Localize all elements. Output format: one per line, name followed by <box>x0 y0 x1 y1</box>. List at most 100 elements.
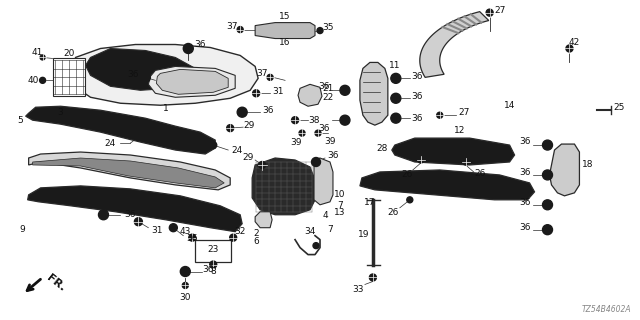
Polygon shape <box>29 152 230 190</box>
Text: TZ54B4602A: TZ54B4602A <box>582 305 631 314</box>
Circle shape <box>253 90 260 97</box>
Text: 24: 24 <box>232 146 243 155</box>
Text: 12: 12 <box>454 126 465 135</box>
Circle shape <box>543 170 552 180</box>
Text: 18: 18 <box>582 160 593 170</box>
Text: 36: 36 <box>411 72 422 81</box>
Circle shape <box>340 85 350 95</box>
Text: 16: 16 <box>279 38 291 47</box>
Polygon shape <box>26 106 215 154</box>
Circle shape <box>210 261 217 268</box>
Circle shape <box>135 134 142 140</box>
Text: 34: 34 <box>305 227 316 236</box>
Circle shape <box>340 115 350 125</box>
Circle shape <box>237 27 243 33</box>
Text: 22: 22 <box>323 93 333 102</box>
Text: 41: 41 <box>32 48 44 57</box>
Text: 36: 36 <box>318 124 330 132</box>
Bar <box>195 240 231 261</box>
Text: 29: 29 <box>243 121 255 130</box>
Text: 2: 2 <box>253 229 259 238</box>
Text: 7: 7 <box>327 225 333 234</box>
Text: 29: 29 <box>243 153 254 162</box>
Circle shape <box>259 162 266 168</box>
Circle shape <box>40 55 45 60</box>
Text: 26: 26 <box>401 171 413 180</box>
Text: 36: 36 <box>127 70 139 79</box>
Text: 35: 35 <box>322 23 333 32</box>
Text: 39: 39 <box>324 137 336 146</box>
Polygon shape <box>314 158 333 205</box>
Circle shape <box>543 200 552 210</box>
Text: FR.: FR. <box>45 272 67 293</box>
Polygon shape <box>255 23 315 38</box>
Text: 8: 8 <box>211 267 216 276</box>
Text: 36: 36 <box>519 223 531 232</box>
Text: 26: 26 <box>387 208 399 217</box>
Circle shape <box>543 225 552 235</box>
Text: 36: 36 <box>262 106 274 115</box>
Text: 32: 32 <box>234 227 246 236</box>
Circle shape <box>183 44 193 53</box>
Text: 6: 6 <box>253 237 259 246</box>
Text: 24: 24 <box>105 139 116 148</box>
Circle shape <box>230 234 237 241</box>
Text: 37: 37 <box>227 22 238 31</box>
Text: 31: 31 <box>273 87 284 96</box>
Text: 28: 28 <box>376 144 388 153</box>
Text: 31: 31 <box>152 226 163 235</box>
Text: 36: 36 <box>519 168 531 178</box>
Polygon shape <box>156 69 228 94</box>
Circle shape <box>543 140 552 150</box>
Text: 23: 23 <box>207 245 219 254</box>
Circle shape <box>436 112 443 118</box>
Circle shape <box>189 234 196 241</box>
Circle shape <box>292 117 298 124</box>
Text: 17: 17 <box>364 198 376 207</box>
Circle shape <box>170 224 177 232</box>
Text: 4: 4 <box>322 211 328 220</box>
Circle shape <box>180 267 190 276</box>
Text: 5: 5 <box>18 116 24 125</box>
Circle shape <box>134 218 142 226</box>
Text: 21: 21 <box>323 84 333 93</box>
Text: 19: 19 <box>358 230 370 239</box>
Text: 36: 36 <box>327 150 339 160</box>
Text: 36: 36 <box>519 198 531 207</box>
Text: 30: 30 <box>180 293 191 302</box>
Circle shape <box>312 157 321 166</box>
Circle shape <box>418 157 424 163</box>
Text: 42: 42 <box>569 38 580 47</box>
Circle shape <box>317 28 323 34</box>
Circle shape <box>227 125 234 132</box>
Text: 13: 13 <box>334 208 346 217</box>
Circle shape <box>40 77 45 83</box>
Polygon shape <box>72 44 258 105</box>
Text: 27: 27 <box>458 108 469 117</box>
Polygon shape <box>420 12 489 77</box>
Text: 36: 36 <box>125 210 136 219</box>
Text: 39: 39 <box>291 138 302 147</box>
Circle shape <box>401 147 407 154</box>
Text: 27: 27 <box>494 6 506 15</box>
Circle shape <box>99 210 108 220</box>
Text: 3: 3 <box>58 108 63 117</box>
Text: 7: 7 <box>337 201 343 210</box>
Circle shape <box>140 72 150 82</box>
Text: 11: 11 <box>389 61 401 70</box>
Circle shape <box>407 197 413 203</box>
Text: 10: 10 <box>334 190 346 199</box>
Bar <box>52 59 84 96</box>
Polygon shape <box>148 67 235 97</box>
Text: 9: 9 <box>20 225 26 234</box>
Circle shape <box>313 243 319 249</box>
Circle shape <box>391 93 401 103</box>
Text: 38: 38 <box>308 116 320 125</box>
Polygon shape <box>252 158 315 215</box>
Text: 25: 25 <box>614 103 625 112</box>
Circle shape <box>210 141 217 148</box>
Text: 1: 1 <box>163 104 168 113</box>
Text: 26: 26 <box>474 169 485 179</box>
Circle shape <box>299 130 305 136</box>
Circle shape <box>182 283 188 288</box>
